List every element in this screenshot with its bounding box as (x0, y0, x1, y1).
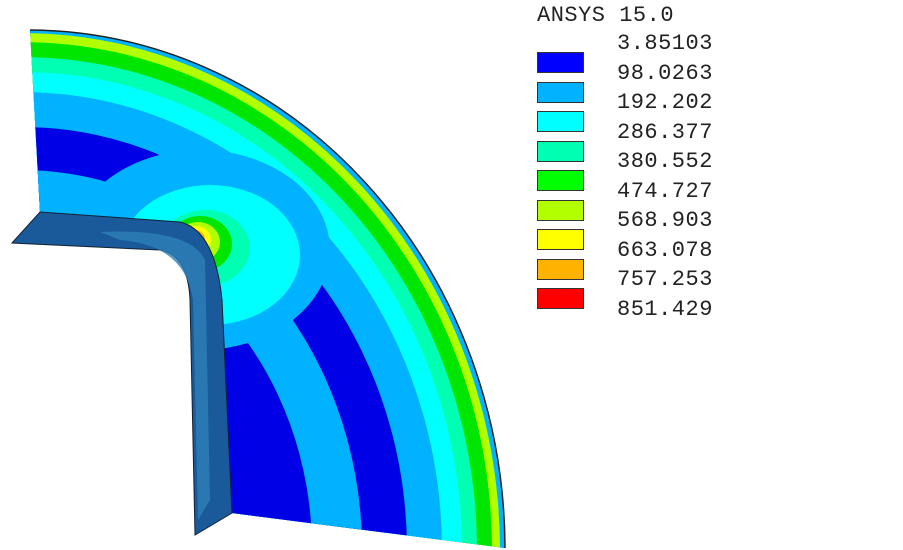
legend-value: 757.253 (617, 267, 713, 292)
legend-value: 663.078 (617, 237, 713, 263)
legend-color-swatch (537, 258, 584, 280)
legend-color-swatch (537, 111, 584, 132)
legend-title: ANSYS 15.0 (537, 3, 675, 28)
flange-highlight (100, 231, 210, 521)
legend-value: 380.552 (617, 149, 713, 174)
legend-color-swatch (537, 140, 584, 162)
legend-value: 192.202 (617, 90, 713, 115)
legend-value: 851.429 (617, 296, 713, 322)
legend-value: 3.85103 (617, 31, 713, 56)
legend-value: 568.903 (617, 208, 713, 233)
legend-color-swatch (537, 52, 584, 73)
legend-color-swatch (537, 288, 584, 309)
legend-value: 98.0263 (617, 60, 713, 86)
outer-edge (29, 29, 506, 549)
legend-color-swatch (537, 199, 584, 221)
plate-surface (30, 30, 505, 548)
legend-value: 474.727 (617, 178, 713, 204)
legend-value: 286.377 (617, 119, 713, 145)
legend-color-swatch (537, 81, 584, 103)
legend-color-swatch (537, 229, 584, 250)
legend-color-swatch (537, 170, 584, 191)
